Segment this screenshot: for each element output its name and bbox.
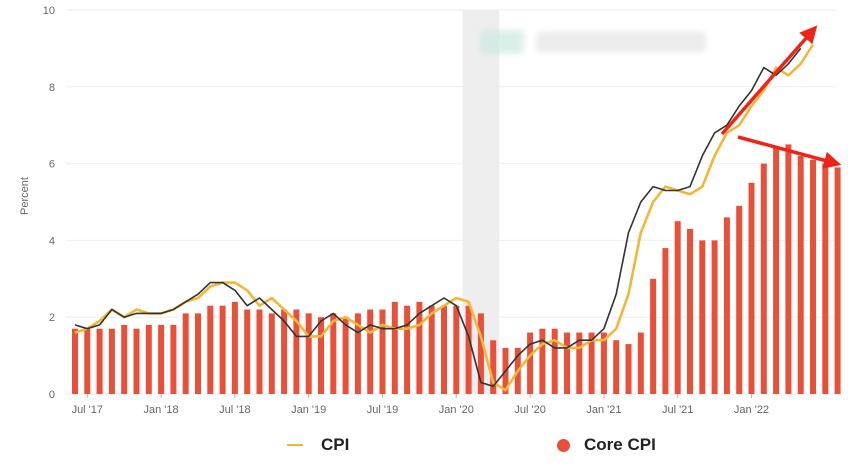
core-cpi-bar bbox=[404, 305, 411, 394]
y-tick-label: 0 bbox=[49, 389, 55, 401]
core-cpi-bar bbox=[195, 313, 201, 394]
dark-line bbox=[74, 47, 802, 388]
annotation-arrow-up bbox=[720, 25, 818, 136]
core-cpi-bar bbox=[305, 313, 312, 394]
core-cpi-bar bbox=[170, 324, 177, 394]
core-cpi-bar bbox=[330, 313, 337, 394]
x-tick-labels: Jul '17 Jan '18 Jul '18 Jan '19 Jul '19 Jan '… bbox=[72, 394, 769, 416]
core-cpi-bar bbox=[379, 309, 386, 394]
cpi-line-swatch bbox=[287, 444, 303, 446]
x-tick-label: Jul '21 bbox=[662, 404, 693, 416]
core-cpi-bar bbox=[96, 328, 103, 394]
core-cpi-bar bbox=[182, 313, 189, 394]
y-axis-label: Percent bbox=[19, 177, 31, 215]
core-cpi-bar bbox=[785, 144, 792, 394]
x-tick-label: Jan '19 bbox=[291, 404, 326, 416]
core-cpi-bar bbox=[711, 240, 718, 394]
core-cpi-bar bbox=[133, 328, 140, 394]
x-tick-label: Jan '18 bbox=[144, 404, 179, 416]
x-tick-label: Jul '18 bbox=[219, 404, 250, 416]
core-cpi-bar bbox=[293, 309, 300, 394]
core-cpi-bar bbox=[428, 305, 435, 394]
core-cpi-bar bbox=[588, 332, 595, 394]
core-cpi-bar bbox=[121, 324, 128, 394]
core-cpi-bar bbox=[576, 332, 583, 394]
blurred-watermark bbox=[480, 26, 710, 60]
core-cpi-bar bbox=[231, 301, 238, 394]
core-cpi-bar bbox=[723, 217, 730, 394]
x-tick-label: Jul '20 bbox=[514, 404, 545, 416]
y-tick-labels: 0 2 4 6 8 10 bbox=[43, 5, 55, 401]
cpi-lines bbox=[74, 43, 815, 392]
y-tick-label: 8 bbox=[49, 82, 55, 94]
core-cpi-bar bbox=[281, 309, 288, 394]
annotation-arrows bbox=[720, 25, 842, 169]
core-cpi-bar bbox=[391, 301, 398, 394]
core-cpi-bar bbox=[810, 159, 816, 394]
core-cpi-bar bbox=[477, 313, 484, 394]
core-cpi-bar bbox=[256, 309, 263, 394]
core-cpi-bar bbox=[834, 167, 841, 394]
x-tick-label: Jul '19 bbox=[367, 404, 398, 416]
core-cpi-bar bbox=[318, 317, 324, 394]
core-cpi-bar bbox=[613, 340, 620, 394]
core-cpi-bar bbox=[72, 328, 78, 394]
core-cpi-bar bbox=[822, 163, 829, 394]
core-cpi-bar bbox=[736, 205, 743, 394]
core-cpi-bar bbox=[650, 278, 657, 394]
core-cpi-dot-swatch bbox=[557, 438, 570, 452]
y-tick-label: 6 bbox=[49, 159, 55, 171]
core-cpi-bar bbox=[207, 305, 214, 394]
core-cpi-bar bbox=[441, 305, 447, 394]
core-cpi-bar bbox=[687, 228, 693, 394]
core-cpi-bar bbox=[551, 328, 558, 394]
core-cpi-bar bbox=[354, 313, 361, 394]
core-cpi-bar bbox=[342, 317, 349, 394]
y-tick-label: 10 bbox=[43, 5, 55, 17]
annotation-arrow-right bbox=[737, 135, 842, 169]
gridlines bbox=[66, 9, 836, 395]
x-tick-label: Jan '22 bbox=[734, 404, 769, 416]
y-tick-label: 4 bbox=[49, 235, 55, 247]
core-cpi-bar bbox=[539, 328, 546, 394]
core-cpi-bars bbox=[72, 144, 841, 394]
core-cpi-bar bbox=[416, 301, 423, 394]
core-cpi-bar bbox=[268, 313, 275, 394]
core-cpi-bar bbox=[662, 248, 669, 394]
legend-cpi-label: CPI bbox=[321, 435, 350, 454]
legend-core-cpi: Core CPI bbox=[557, 430, 656, 460]
core-cpi-bar bbox=[108, 328, 115, 394]
core-cpi-bar bbox=[145, 324, 152, 394]
core-cpi-bar bbox=[564, 332, 570, 394]
core-cpi-bar bbox=[158, 324, 165, 394]
core-cpi-bar bbox=[465, 305, 472, 394]
legend-core-label: Core CPI bbox=[584, 435, 656, 454]
core-cpi-bar bbox=[490, 340, 497, 394]
y-tick-label: 2 bbox=[49, 312, 55, 324]
core-cpi-bar bbox=[748, 182, 755, 394]
legend-cpi: CPI bbox=[287, 430, 349, 460]
x-tick-label: Jan '21 bbox=[586, 404, 621, 416]
core-cpi-bar bbox=[219, 305, 226, 394]
x-tick-label: Jul '17 bbox=[72, 404, 103, 416]
core-cpi-bar bbox=[600, 332, 607, 394]
core-cpi-bar bbox=[453, 305, 460, 394]
core-cpi-bar bbox=[367, 309, 374, 394]
core-cpi-bar bbox=[244, 309, 251, 394]
core-cpi-bar bbox=[699, 240, 706, 394]
x-tick-label: Jan '20 bbox=[439, 404, 474, 416]
core-cpi-bar bbox=[760, 163, 767, 394]
cpi-line bbox=[74, 43, 815, 392]
core-cpi-bar bbox=[773, 148, 780, 394]
core-cpi-bar bbox=[625, 344, 632, 394]
core-cpi-bar bbox=[527, 332, 534, 394]
core-cpi-bar bbox=[674, 221, 681, 394]
core-cpi-bar bbox=[84, 328, 91, 394]
core-cpi-bar bbox=[797, 155, 804, 394]
core-cpi-bar bbox=[637, 332, 644, 394]
